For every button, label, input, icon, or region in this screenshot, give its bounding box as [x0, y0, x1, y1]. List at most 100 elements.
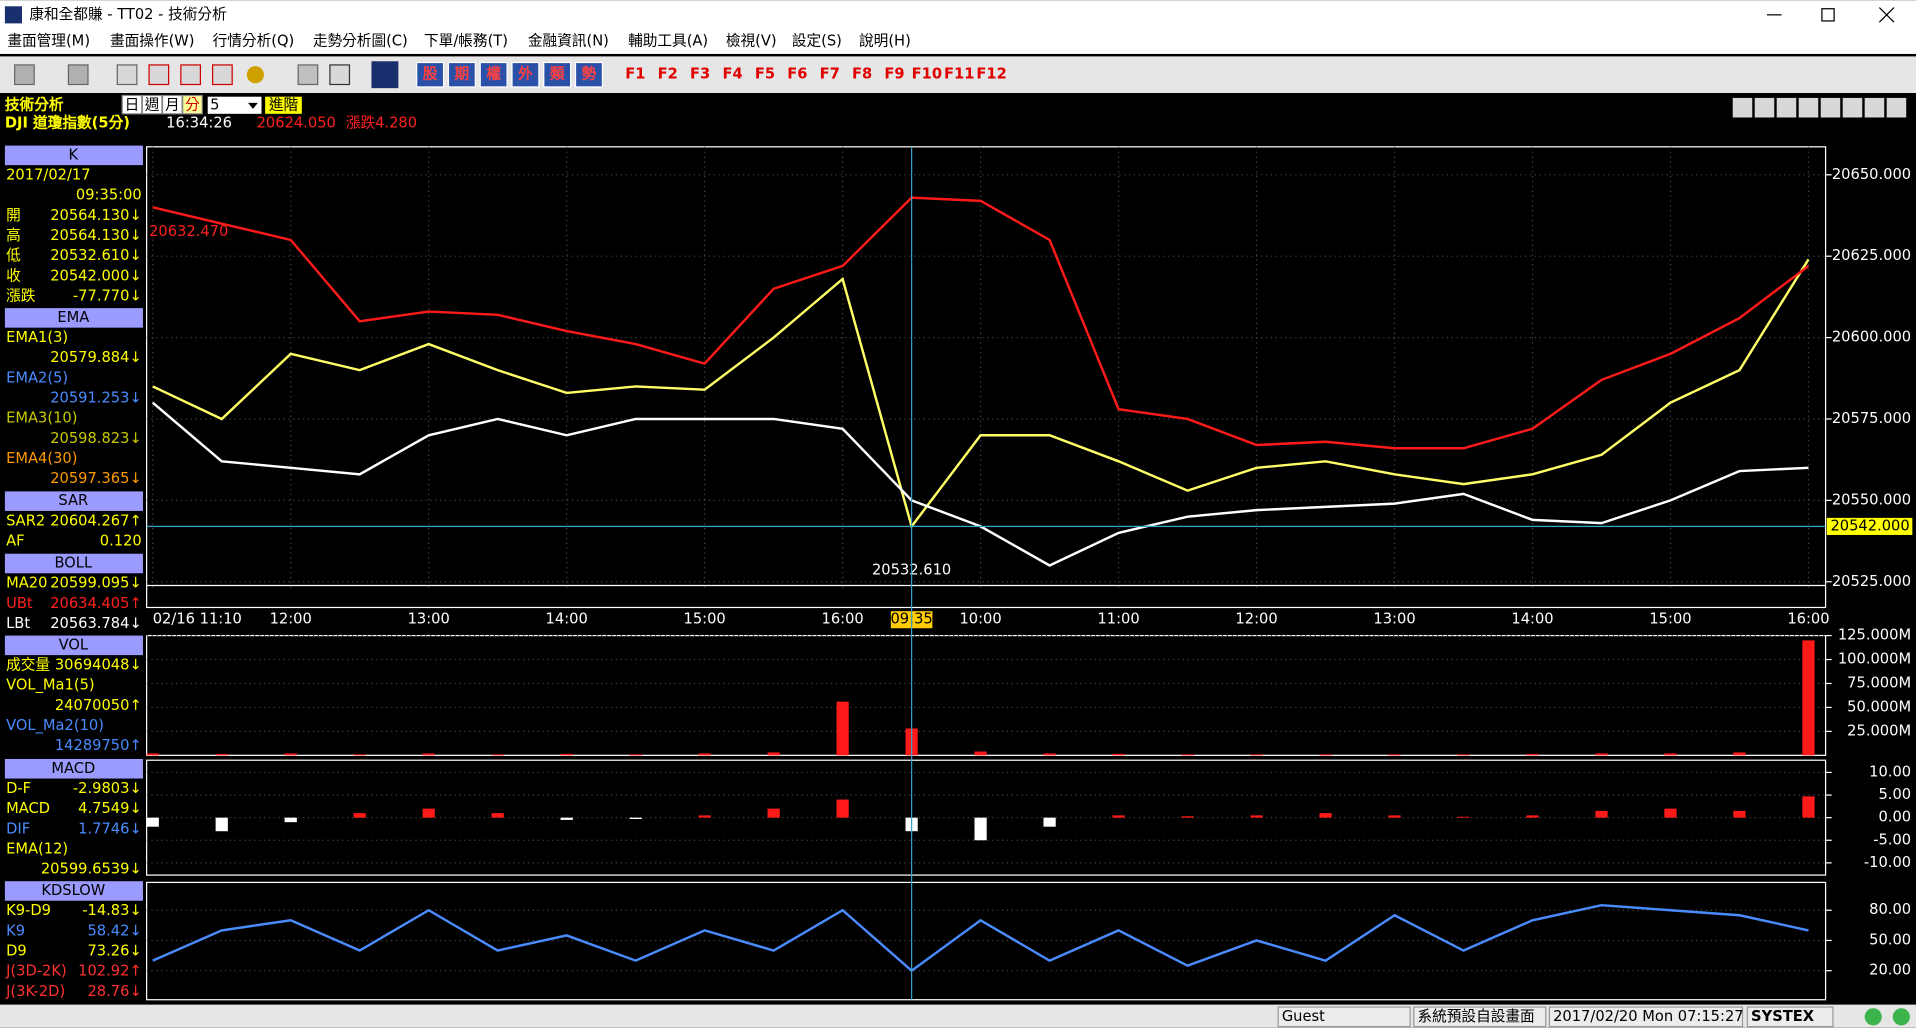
chart-controls — [1732, 97, 1907, 118]
y-tick-label: 50.00 — [1869, 931, 1911, 948]
function-key[interactable]: F4 — [722, 66, 742, 83]
function-key[interactable]: F1 — [625, 66, 645, 83]
function-key[interactable]: F10 — [912, 66, 942, 83]
tool-button[interactable] — [329, 64, 351, 86]
bar — [698, 753, 711, 756]
y-tick-label: 5.00 — [1878, 786, 1911, 803]
bar — [767, 808, 780, 818]
row-label: 高 — [6, 227, 21, 244]
menu-item[interactable]: 輔助工具(A) — [628, 33, 708, 50]
control-button[interactable] — [1798, 97, 1819, 118]
menu-item[interactable]: 下單/帳務(T) — [424, 33, 508, 50]
bar — [1043, 753, 1056, 756]
tool-button[interactable] — [180, 64, 202, 86]
tab-button[interactable] — [543, 61, 572, 88]
tab-button[interactable] — [416, 61, 445, 88]
status-cell — [1413, 1006, 1547, 1028]
interval-input[interactable] — [207, 96, 262, 114]
tool-button[interactable] — [297, 64, 319, 86]
tab-button[interactable] — [479, 61, 508, 88]
row-label: EMA4(30) — [6, 450, 77, 467]
tool-button[interactable] — [67, 64, 89, 86]
x-tick-label: 13:00 — [408, 611, 450, 628]
y-tick-label: -5.00 — [1873, 831, 1911, 848]
row-value: -77.770↓ — [73, 287, 142, 304]
function-key[interactable]: F11 — [944, 66, 974, 83]
row-value: 24070050↑ — [55, 697, 142, 714]
bar — [836, 701, 849, 756]
tool-button[interactable] — [212, 64, 233, 86]
bar — [629, 754, 642, 756]
bar — [1457, 816, 1470, 818]
row-value: 14289750↑ — [55, 737, 142, 754]
menu-item[interactable]: 金融資訊(N) — [528, 33, 609, 50]
row-label: DIF — [6, 820, 30, 837]
menu-item[interactable]: 畫面管理(M) — [7, 32, 90, 50]
control-button[interactable] — [1886, 97, 1907, 118]
menu-item[interactable]: 說明(H) — [859, 33, 911, 50]
function-key[interactable]: F9 — [884, 66, 904, 83]
function-key[interactable]: F7 — [820, 66, 840, 83]
tool-button[interactable] — [246, 66, 264, 84]
function-key[interactable]: F12 — [976, 66, 1006, 83]
menu-item[interactable]: 畫面操作(W) — [110, 33, 195, 50]
tool-button[interactable] — [14, 64, 35, 86]
tab-button[interactable] — [447, 61, 476, 88]
period-label: 分 — [185, 96, 200, 113]
menu-item[interactable]: 行情分析(Q) — [213, 33, 295, 50]
control-button[interactable] — [1776, 97, 1797, 118]
section-header — [4, 758, 143, 779]
row-label: MA20 — [6, 575, 47, 592]
tab-button[interactable] — [511, 61, 540, 88]
bar — [1250, 815, 1263, 818]
tool-button[interactable] — [148, 64, 170, 86]
control-button[interactable] — [1754, 97, 1775, 118]
tool-button[interactable] — [371, 61, 399, 89]
bar — [1043, 817, 1056, 827]
status-text: Guest — [1282, 1008, 1325, 1025]
y-tick-label: 20.00 — [1869, 962, 1911, 979]
section-header — [4, 491, 143, 511]
row-value: 20598.823↓ — [50, 430, 142, 447]
control-button[interactable] — [1842, 97, 1863, 118]
row-label: J(3D-2K) — [5, 963, 67, 980]
function-key[interactable]: F5 — [755, 66, 775, 83]
y-tick-label: 125.000M — [1838, 627, 1911, 644]
control-button[interactable] — [1864, 97, 1885, 118]
bar — [422, 808, 435, 818]
row-value: 28.76↓ — [87, 983, 141, 1000]
tool-button[interactable] — [116, 64, 138, 86]
menu-item[interactable]: 走勢分析圖(C) — [313, 33, 408, 50]
quote-time: 16:34:26 — [166, 115, 232, 132]
toolbar — [0, 56, 1916, 94]
status-cell — [1548, 1006, 1744, 1028]
panel-frame — [146, 146, 1827, 609]
quote-change: 漲跌4.280 — [346, 115, 417, 132]
function-key[interactable]: F6 — [787, 66, 807, 83]
function-key[interactable]: F2 — [658, 66, 678, 83]
y-tick-label: 80.00 — [1869, 901, 1911, 918]
function-key[interactable]: F3 — [690, 66, 710, 83]
period-button[interactable] — [182, 94, 203, 115]
row-value: 30694048↓ — [55, 657, 142, 674]
restore-button[interactable] — [1821, 8, 1835, 22]
status-cell — [1277, 1006, 1411, 1028]
row-value: 20634.405↑ — [50, 595, 142, 612]
advanced-button[interactable] — [265, 96, 302, 114]
bar — [560, 753, 573, 756]
series-line — [152, 903, 1809, 973]
section-title: K — [69, 146, 79, 163]
tool-icons — [14, 61, 399, 89]
function-key[interactable]: F8 — [852, 66, 872, 83]
control-button[interactable] — [1732, 97, 1753, 118]
bar — [284, 817, 297, 823]
menu-item[interactable]: 設定(S) — [792, 33, 842, 50]
tab-button[interactable] — [574, 61, 604, 88]
bar — [1457, 754, 1470, 756]
row-value: 20604.267↑ — [50, 512, 142, 529]
advanced-label: 進階 — [269, 96, 299, 113]
close-button[interactable] — [1878, 7, 1895, 23]
control-button[interactable] — [1820, 97, 1841, 118]
menu-item[interactable]: 檢視(V) — [726, 33, 777, 50]
